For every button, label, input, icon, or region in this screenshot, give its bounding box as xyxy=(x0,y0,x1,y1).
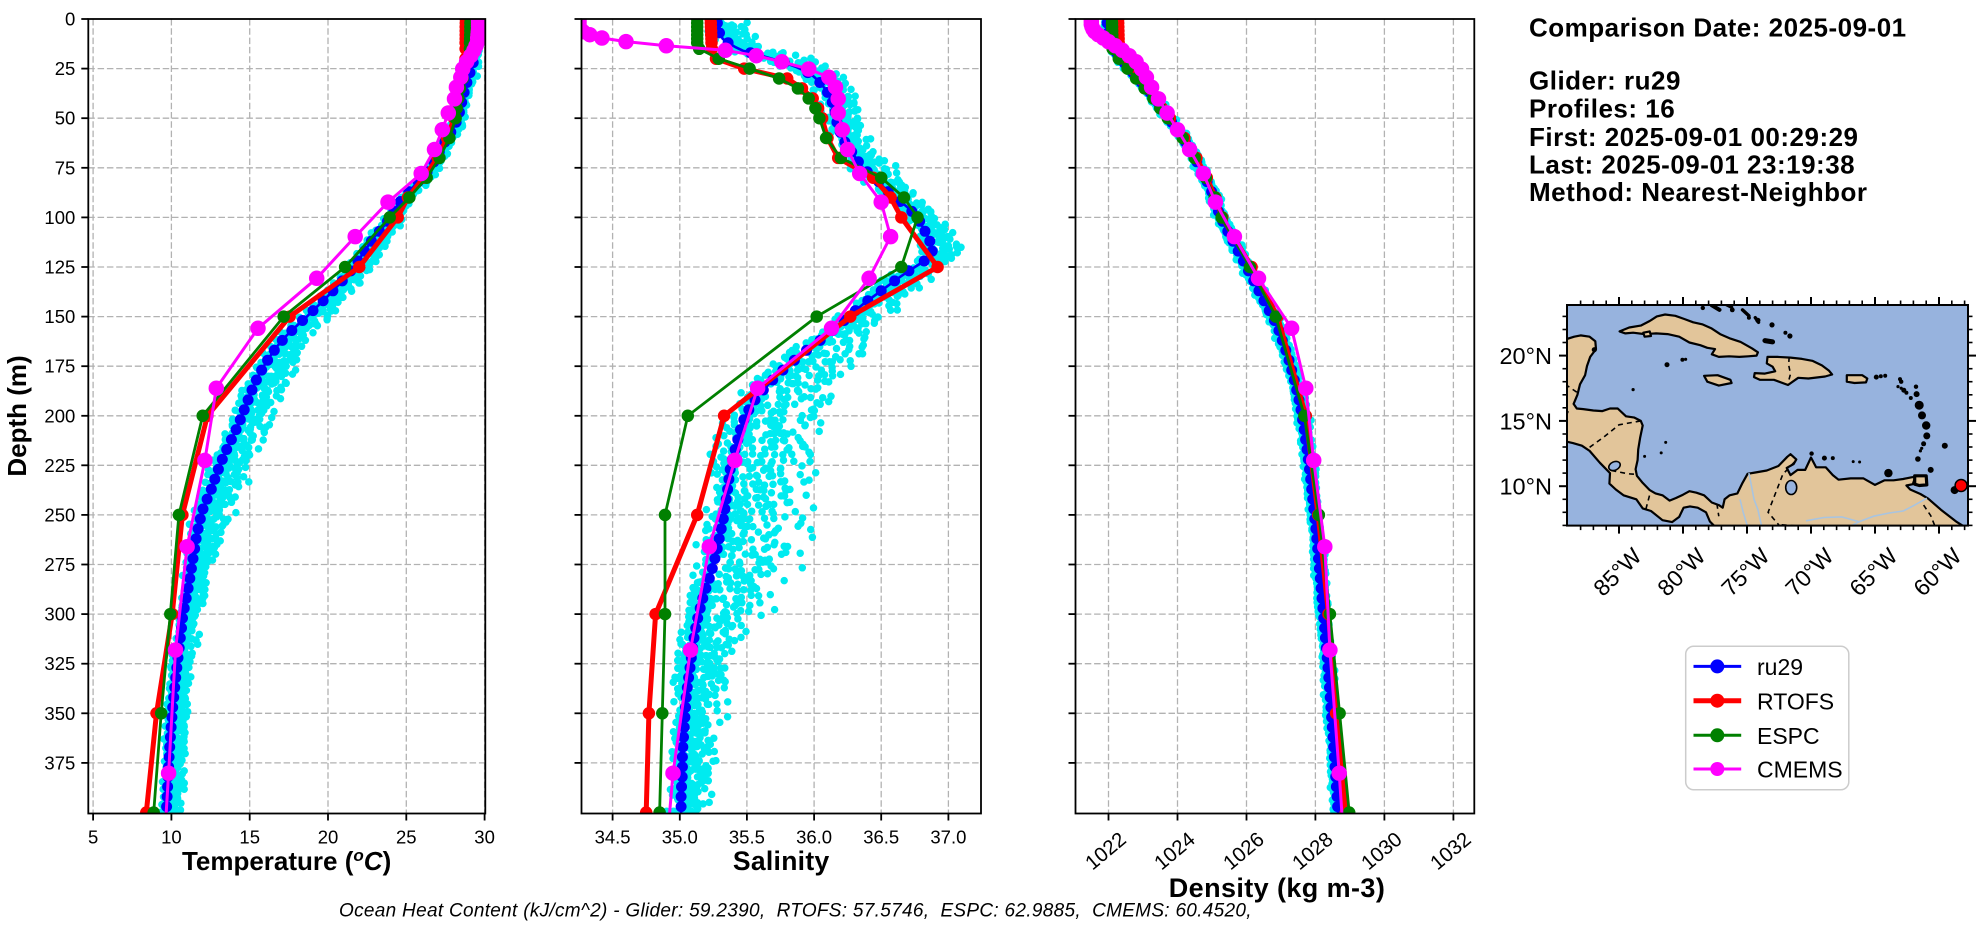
svg-text:CMEMS: CMEMS xyxy=(1757,757,1843,783)
svg-text:Method: Nearest-Neighbor: Method: Nearest-Neighbor xyxy=(1529,177,1867,207)
svg-text:Comparison Date: 2025-09-01: Comparison Date: 2025-09-01 xyxy=(1529,13,1907,43)
svg-text:275: 275 xyxy=(44,554,75,575)
svg-text:37.0: 37.0 xyxy=(930,827,966,848)
svg-text:34.5: 34.5 xyxy=(595,827,631,848)
svg-text:300: 300 xyxy=(44,604,75,625)
svg-text:20°N: 20°N xyxy=(1499,343,1552,369)
svg-text:35.0: 35.0 xyxy=(662,827,698,848)
svg-text:15°N: 15°N xyxy=(1499,408,1552,434)
svg-text:First: 2025-09-01 00:29:29: First: 2025-09-01 00:29:29 xyxy=(1529,122,1859,152)
svg-text:225: 225 xyxy=(44,455,75,476)
svg-text:Salinity: Salinity xyxy=(733,846,830,876)
svg-text:RTOFS: RTOFS xyxy=(1757,688,1834,714)
svg-text:Glider: ru29: Glider: ru29 xyxy=(1529,65,1681,95)
svg-text:Density (kg m-3): Density (kg m-3) xyxy=(1169,873,1385,903)
svg-text:Ocean Heat Content (kJ/cm^2) -: Ocean Heat Content (kJ/cm^2) - Glider: 5… xyxy=(339,901,1252,922)
svg-text:36.5: 36.5 xyxy=(863,827,899,848)
svg-text:350: 350 xyxy=(44,703,75,724)
svg-text:75: 75 xyxy=(55,157,76,178)
svg-text:0: 0 xyxy=(65,9,75,30)
svg-text:10: 10 xyxy=(161,827,182,848)
svg-text:Last: 2025-09-01 23:19:38: Last: 2025-09-01 23:19:38 xyxy=(1529,150,1855,180)
svg-text:100: 100 xyxy=(44,207,75,228)
svg-text:5: 5 xyxy=(88,827,98,848)
svg-text:250: 250 xyxy=(44,504,75,525)
svg-text:10°N: 10°N xyxy=(1499,474,1552,500)
svg-text:325: 325 xyxy=(44,653,75,674)
svg-text:150: 150 xyxy=(44,306,75,327)
svg-text:125: 125 xyxy=(44,257,75,278)
svg-text:ru29: ru29 xyxy=(1757,654,1803,680)
svg-text:200: 200 xyxy=(44,405,75,426)
svg-text:25: 25 xyxy=(55,58,76,79)
svg-text:ESPC: ESPC xyxy=(1757,723,1820,749)
svg-text:35.5: 35.5 xyxy=(729,827,765,848)
svg-text:375: 375 xyxy=(44,752,75,773)
svg-text:Profiles: 16: Profiles: 16 xyxy=(1529,93,1675,123)
svg-text:36.0: 36.0 xyxy=(796,827,832,848)
svg-text:25: 25 xyxy=(396,827,417,848)
svg-text:50: 50 xyxy=(55,108,76,129)
svg-text:175: 175 xyxy=(44,356,75,377)
svg-text:30: 30 xyxy=(474,827,495,848)
svg-text:20: 20 xyxy=(318,827,339,848)
svg-text:Depth (m): Depth (m) xyxy=(2,355,32,476)
svg-text:15: 15 xyxy=(239,827,260,848)
